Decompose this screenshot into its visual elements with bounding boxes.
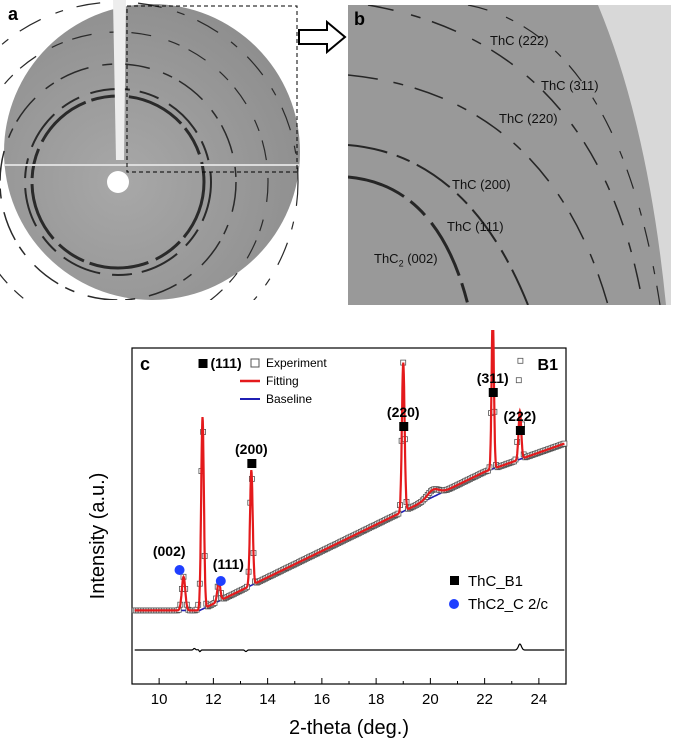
zoom-arrow-icon: [298, 20, 347, 54]
experiment-point: [515, 377, 522, 384]
thc-peak-label: (200): [235, 441, 268, 457]
thc2-peak-label: (002): [153, 543, 186, 559]
thc-peak-marker: [488, 388, 498, 397]
fitting-series-line: [134, 330, 565, 612]
x-tick-label: 10: [151, 691, 168, 708]
legend-experiment-marker: [250, 358, 260, 368]
x-axis-label: 2-theta (deg.): [289, 717, 409, 739]
experiment-point: [517, 357, 524, 364]
x-tick-label: 12: [205, 691, 222, 708]
panel-b-zoom-image: [348, 5, 671, 305]
reflection-label-thc-222: ThC (222): [490, 33, 549, 48]
legend-thc-label: ThC_B1: [468, 573, 523, 590]
panel-a-diffraction-image: [0, 0, 300, 363]
x-tick-label: 20: [422, 691, 439, 708]
panel-b-label: b: [354, 9, 365, 29]
plot-frame: [131, 347, 567, 685]
thc-peak-label: (111): [211, 355, 242, 371]
reflection-label-thc-111: ThC (111): [447, 219, 504, 234]
x-tick-label: 16: [314, 691, 331, 708]
legend-thc2-label: ThC2_C 2/c: [468, 596, 549, 613]
thc2-peak-marker: [174, 565, 185, 575]
legend-experiment-label: Experiment: [266, 356, 327, 370]
x-tick-label: 14: [259, 691, 276, 708]
thc-peak-label: (222): [504, 408, 537, 424]
panel-c-label: c: [140, 354, 150, 374]
legend-baseline-label: Baseline: [266, 392, 312, 406]
difference-series-line: [134, 643, 565, 653]
reflection-label-thc-220: ThC (220): [499, 111, 558, 126]
panel-b: b ThC (222) ThC (311) ThC (220) ThC (200…: [348, 5, 671, 305]
panel-a-label: a: [8, 4, 19, 24]
legend-thc-marker: [450, 576, 459, 585]
legend-fitting-label: Fitting: [266, 374, 299, 388]
reflection-label-thc2-002: ThC2 (002): [374, 251, 438, 269]
thc-peak-label: (220): [387, 404, 420, 420]
panel-c-chart: 10 12 14 16 18 20 22 24 2-theta (deg.) Intensity …: [87, 330, 568, 739]
thc-peak-marker: [515, 426, 525, 435]
thc-peak-marker: [399, 422, 409, 431]
thc-peak-label: (311): [477, 370, 509, 386]
reflection-label-thc-200: ThC (200): [452, 177, 511, 192]
thc-peak-marker: [247, 459, 257, 468]
x-tick-label: 18: [368, 691, 385, 708]
thc2-peak-marker: [215, 576, 226, 586]
panel-c-tag: B1: [538, 357, 559, 374]
thc-peak-marker: [198, 359, 208, 368]
legend-thc2-marker: [449, 599, 459, 609]
thc2-peak-label: (111): [213, 556, 244, 572]
reflection-label-thc-311: ThC (311): [541, 78, 599, 93]
panel-a: a: [0, 0, 300, 363]
x-tick-label: 22: [476, 691, 493, 708]
y-axis-label: Intensity (a.u.): [87, 473, 109, 600]
x-tick-label: 24: [531, 691, 548, 708]
